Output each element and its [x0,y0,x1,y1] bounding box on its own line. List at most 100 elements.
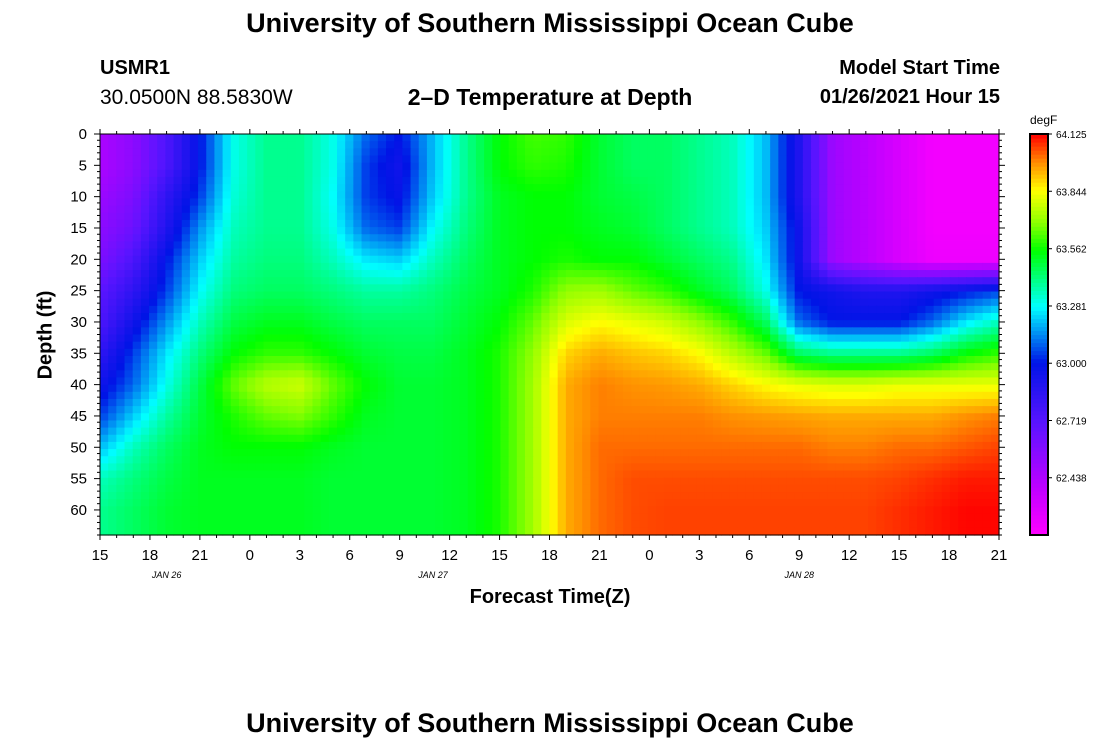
heatmap-cell [794,398,804,407]
heatmap-cell [623,141,632,149]
heatmap-cell [860,198,869,207]
heatmap-cell [917,406,927,414]
heatmap-cell [524,176,534,185]
heatmap-cell [165,363,175,371]
heatmap-cell [459,248,469,257]
heatmap-cell [214,370,224,379]
heatmap-cell [149,327,158,336]
heatmap-cell [941,148,951,157]
heatmap-cell [214,427,224,436]
heatmap-cell [279,313,289,321]
heatmap-cell [149,370,158,379]
heatmap-cell [198,377,207,386]
heatmap-cell [320,141,330,149]
heatmap-cell [337,305,346,314]
heatmap-cell [574,327,583,336]
heatmap-cell [345,176,354,185]
heatmap-cell [729,176,739,185]
heatmap-cell [745,255,755,264]
heatmap-cell [189,291,199,300]
heatmap-cell [688,277,698,285]
heatmap-cell [100,248,109,257]
heatmap-cell [827,205,837,214]
heatmap-cell [614,334,624,343]
heatmap-cell [451,384,461,393]
heatmap-cell [639,370,649,379]
heatmap-cell [851,212,861,221]
heatmap-cell [606,320,616,328]
heatmap-cell [320,313,330,321]
heatmap-cell [271,212,281,221]
heatmap-cell [712,148,722,157]
heatmap-cell [116,313,126,321]
heatmap-cell [475,141,485,149]
heatmap-cell [761,198,771,207]
heatmap-cell [704,241,714,250]
heatmap-cell [770,406,779,414]
heatmap-cell [606,341,616,350]
heatmap-cell [255,413,265,422]
heatmap-cell [140,370,150,379]
heatmap-cell [729,191,739,200]
heatmap-cell [394,320,403,328]
heatmap-cell [778,298,788,307]
heatmap-cell [426,406,436,414]
heatmap-cell [296,341,305,350]
heatmap-cell [704,191,714,200]
heatmap-cell [802,434,812,443]
heatmap-cell [516,377,526,386]
heatmap-cell [892,219,902,228]
heatmap-cell [663,313,673,321]
heatmap-cell [181,277,191,285]
heatmap-cell [320,205,330,214]
heatmap-cell [353,184,363,192]
heatmap-cell [484,305,493,314]
heatmap-cell [688,449,698,457]
heatmap-cell [443,155,453,164]
heatmap-cell [418,198,428,207]
heatmap-cell [851,298,861,307]
heatmap-cell [688,355,698,364]
heatmap-cell [745,420,755,429]
heatmap-cell [647,398,657,407]
heatmap-cell [851,148,861,157]
heatmap-cell [508,176,518,185]
heatmap-cell [737,291,747,300]
heatmap-cell [214,434,224,443]
heatmap-cell [206,348,216,357]
heatmap-cell [508,370,518,379]
heatmap-cell [377,198,387,207]
heatmap-cell [435,298,444,307]
heatmap-cell [761,434,771,443]
heatmap-cell [672,320,681,328]
heatmap-cell [925,134,935,142]
heatmap-cell [287,370,297,379]
heatmap-cell [484,406,493,414]
heatmap-cell [222,184,232,192]
heatmap-cell [884,162,894,171]
heatmap-cell [353,391,363,400]
heatmap-cell [426,334,436,343]
heatmap-cell [459,377,469,386]
heatmap-cell [263,176,273,185]
heatmap-cell [222,262,232,271]
heatmap-cell [198,305,207,314]
heatmap-cell [181,134,191,142]
heatmap-cell [884,141,894,149]
heatmap-cell [124,434,134,443]
heatmap-cell [582,406,591,414]
heatmap-cell [639,377,649,386]
heatmap-cell [247,327,256,336]
heatmap-cell [770,198,779,207]
heatmap-cell [279,255,289,264]
heatmap-cell [631,134,640,142]
heatmap-cell [500,219,510,228]
heatmap-cell [328,384,338,393]
heatmap-cell [459,384,469,393]
heatmap-cell [712,277,722,285]
heatmap-cell [287,162,297,171]
heatmap-cell [214,313,224,321]
heatmap-cell [443,298,453,307]
heatmap-cell [410,148,420,157]
heatmap-cell [271,234,281,243]
